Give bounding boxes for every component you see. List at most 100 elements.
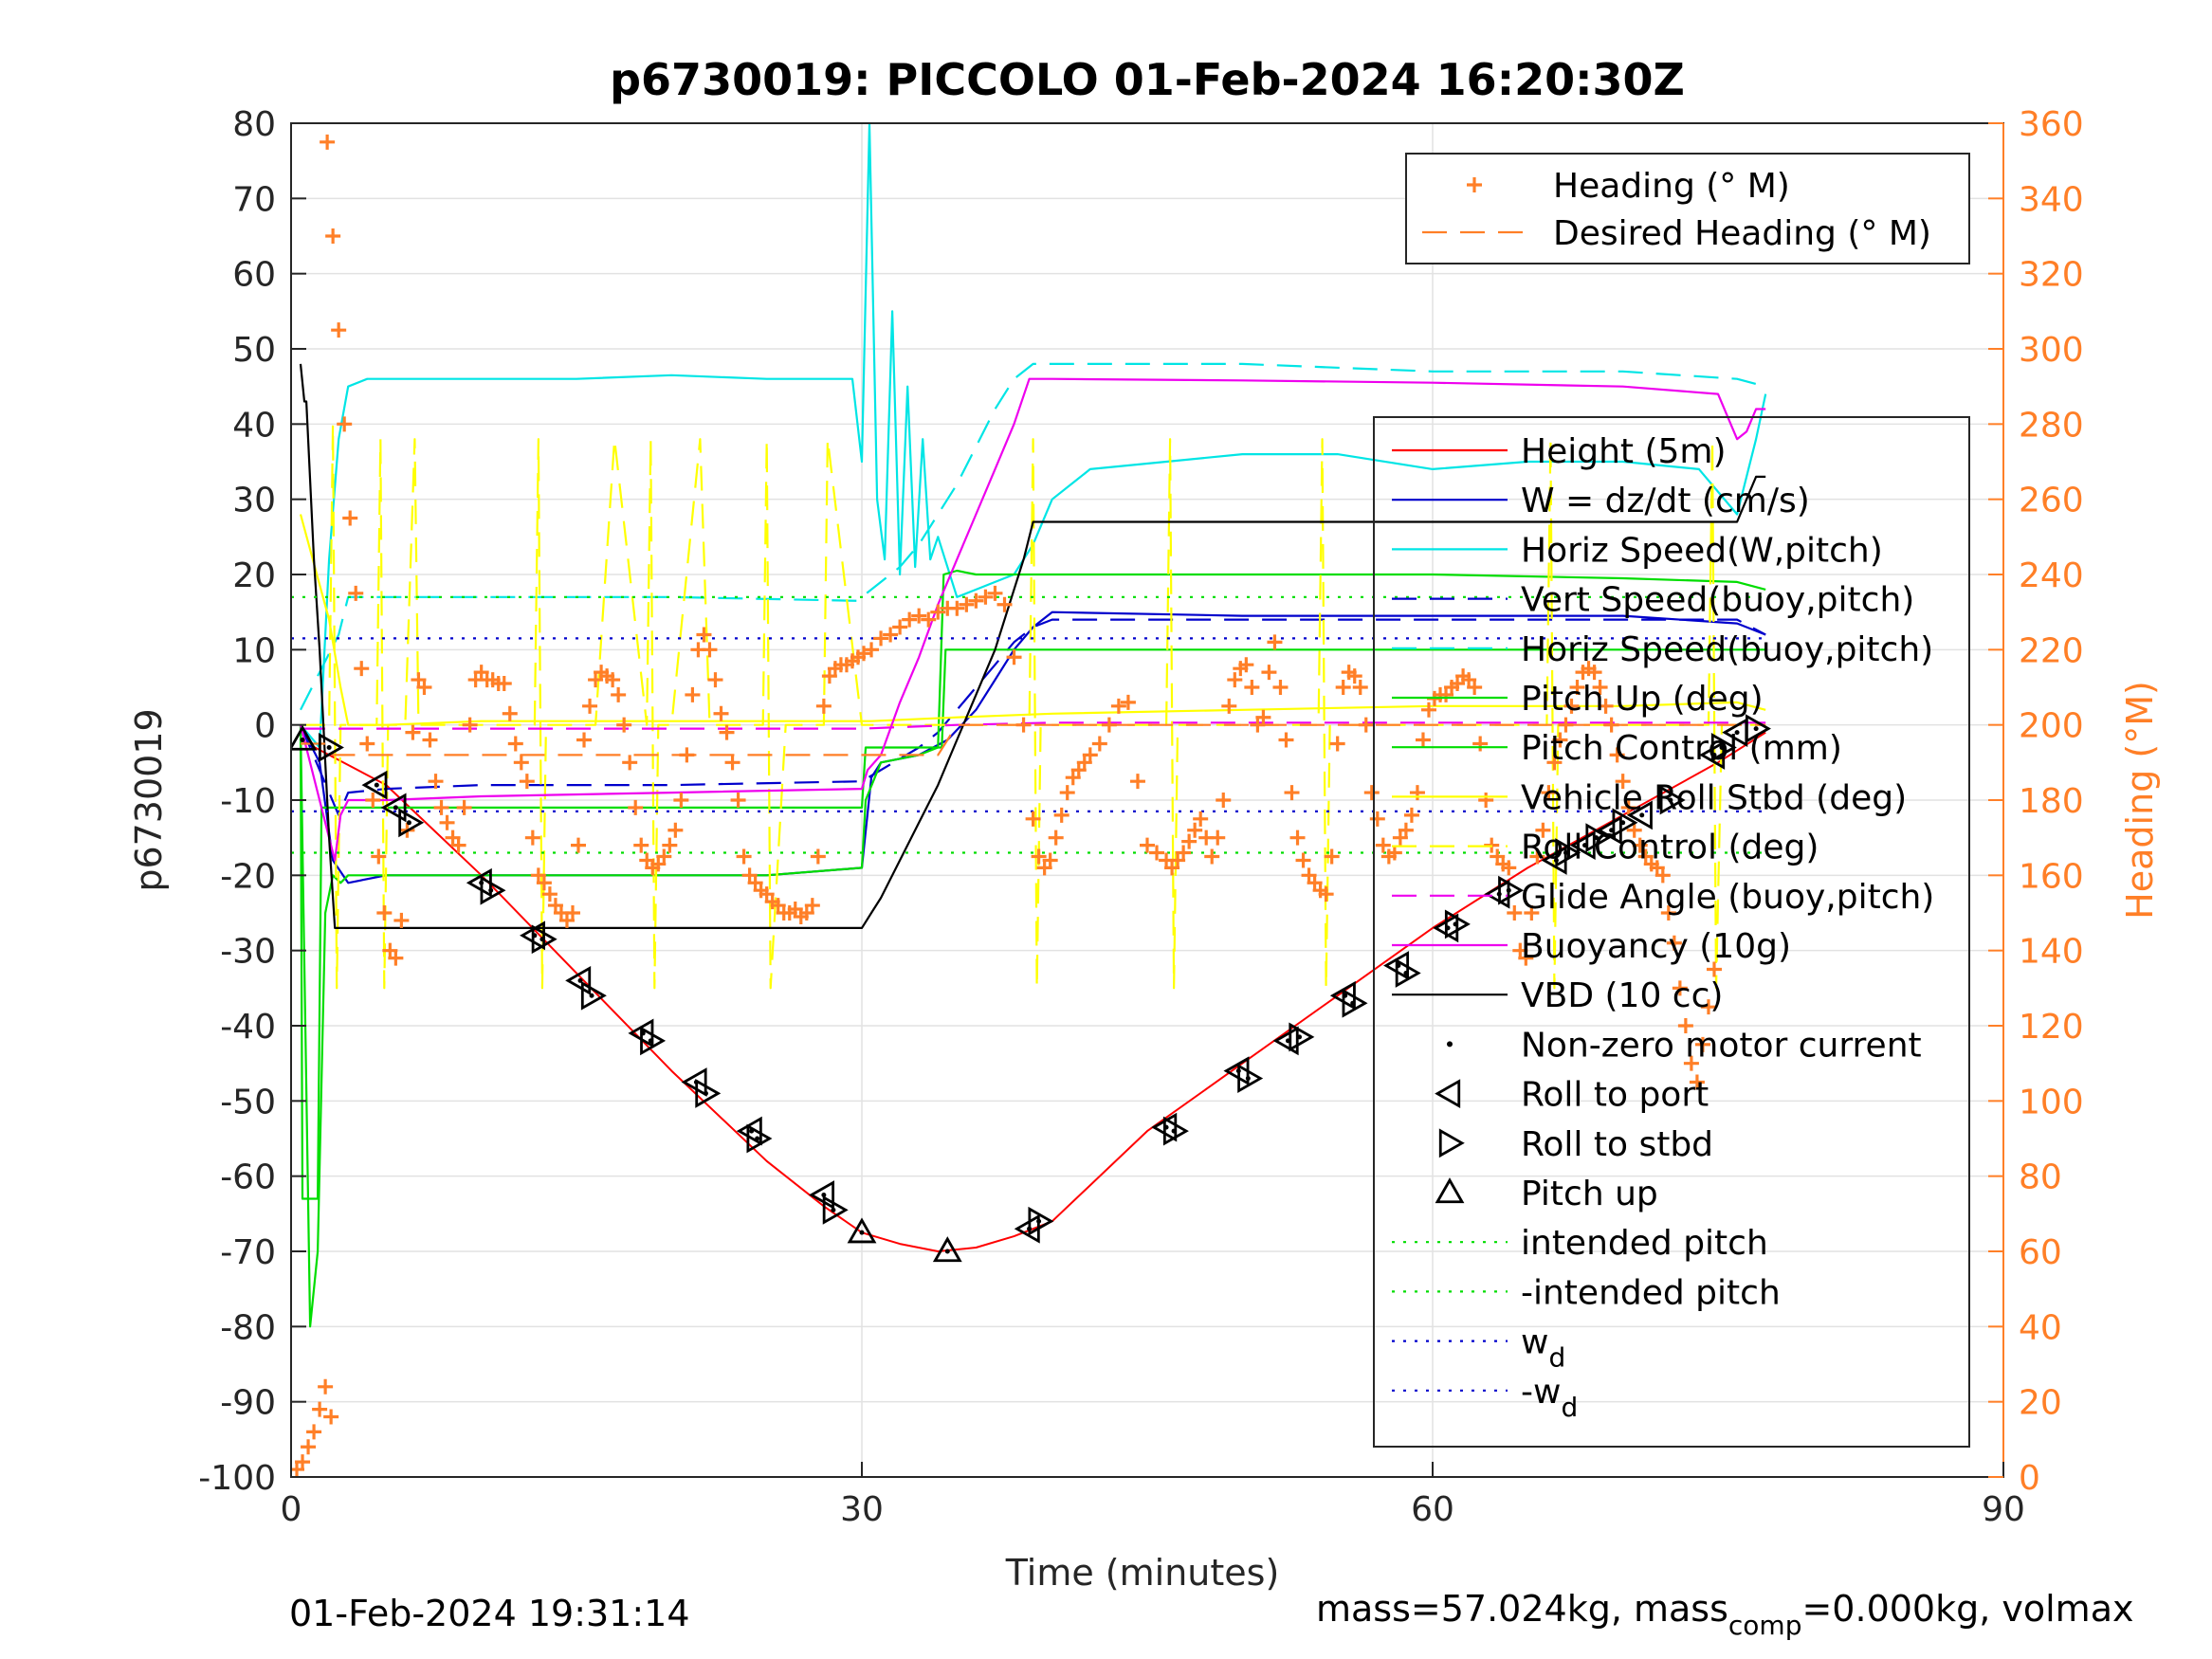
marker-roll-right — [1237, 1064, 1264, 1093]
y-axis-label: p6730019 — [128, 708, 170, 891]
heading-point — [1620, 799, 1636, 815]
y-tick-label: -100 — [198, 1459, 276, 1498]
heading-point — [1603, 717, 1619, 733]
heading-point — [810, 848, 826, 865]
heading-point — [1346, 668, 1362, 684]
motor-current-dot — [1036, 1218, 1042, 1224]
legend-main-label-text: VBD (10 cc) — [1521, 976, 1723, 1015]
heading-point — [1654, 867, 1671, 884]
heading-point — [1204, 848, 1220, 865]
heading-point — [1187, 822, 1203, 838]
heading-point — [1101, 717, 1117, 733]
heading-point — [902, 611, 918, 628]
y2-tick-label: 80 — [2019, 1158, 2062, 1197]
heading-point — [1632, 837, 1648, 853]
heading-point — [656, 848, 672, 865]
legend-main-label-text: Horiz Speed(buoy,pitch) — [1521, 630, 1933, 669]
series-pitch-control-mm — [299, 648, 1766, 1200]
motor-current-dot — [300, 738, 305, 743]
y2-tick-label: 160 — [2019, 857, 2084, 896]
heading-point — [1289, 830, 1306, 846]
heading-point — [1059, 785, 1075, 801]
footer-mass-info: mass=57.024kg, masscomp=0.000kg, volmax — [1316, 1588, 2133, 1641]
y-tick-label: 10 — [232, 631, 276, 670]
heading-point — [605, 672, 621, 688]
heading-point — [1552, 732, 1568, 748]
heading-point — [1529, 848, 1545, 865]
heading-point — [1053, 807, 1069, 823]
heading-point — [730, 793, 746, 808]
marker-roll-right — [1659, 785, 1686, 815]
motor-current-dot — [1734, 730, 1740, 736]
marker-roll-left — [565, 965, 592, 995]
heading-point — [1295, 852, 1311, 868]
heading-point — [959, 596, 975, 612]
heading-point — [502, 705, 518, 721]
motor-current-dot — [1639, 812, 1645, 818]
heading-point — [337, 416, 353, 432]
marker-roll-left — [809, 1180, 835, 1210]
legend-main-label: VBD (10 cc) — [1521, 976, 1723, 1015]
heading-point — [1110, 698, 1126, 714]
heading-point — [582, 698, 598, 714]
heading-point — [1609, 747, 1625, 763]
legend-main-label: intended pitch — [1521, 1224, 1768, 1263]
legend-main-label: Pitch up — [1521, 1175, 1658, 1213]
y2-tick-label: 200 — [2019, 707, 2084, 746]
legend-main-label: -wd — [1521, 1373, 1578, 1423]
marker-roll-right — [1162, 1116, 1189, 1146]
heading-point — [301, 1439, 317, 1455]
y2-tick-label: 100 — [2019, 1083, 2084, 1121]
heading-point — [1677, 1018, 1693, 1033]
heading-point — [450, 837, 466, 853]
legend-heading-box — [1405, 153, 1970, 264]
heading-point — [507, 736, 523, 752]
heading-point — [1586, 665, 1602, 681]
y2-tick-label: 0 — [2019, 1459, 2040, 1498]
heading-point — [1227, 672, 1243, 688]
legend-main-label: Roll to port — [1521, 1076, 1709, 1115]
heading-points-layer — [291, 134, 1722, 1477]
y-tick-label: 0 — [254, 707, 276, 746]
y2-tick-label: 280 — [2019, 406, 2084, 445]
heading-point — [1672, 980, 1688, 996]
heading-point — [873, 630, 889, 647]
y-tick-label: 20 — [232, 556, 276, 595]
heading-point — [1329, 736, 1345, 752]
heading-point — [1467, 680, 1483, 695]
y2-tick-label: 360 — [2019, 105, 2084, 144]
legend-main-label: Glide Angle (buoy,pitch) — [1521, 878, 1934, 917]
heading-point — [707, 672, 723, 688]
heading-point — [978, 589, 994, 605]
heading-point — [1149, 845, 1165, 861]
y-tick-label: -10 — [220, 782, 276, 821]
motor-current-dot — [944, 1249, 950, 1254]
heading-point — [622, 755, 638, 771]
motor-current-dot — [859, 1230, 865, 1235]
heading-point — [1660, 905, 1676, 921]
motor-current-dot — [1506, 887, 1511, 893]
heading-point — [1031, 848, 1047, 865]
legend-main: Height (5m) W = dz/dt (cm/s) Horiz Speed(W… — [1373, 416, 1970, 1448]
motor-current-dot — [1719, 744, 1725, 750]
heading-point — [1694, 1036, 1710, 1052]
heading-point — [1563, 698, 1580, 714]
motor-current-dot — [488, 887, 494, 893]
marker-roll-right — [1585, 823, 1612, 853]
heading-point — [987, 585, 1003, 601]
motor-current-dot — [1620, 820, 1626, 826]
motor-current-dot — [539, 937, 545, 942]
legend-main-symbol-triangle — [1435, 1177, 1465, 1204]
legend-main-label-text: Pitch Control (mm) — [1521, 729, 1842, 768]
marker-roll-right — [318, 733, 344, 762]
heading-point — [892, 619, 908, 635]
marker-roll-up — [932, 1236, 962, 1263]
heading-point — [1569, 680, 1585, 695]
legend-main-symbol-triangle — [1438, 1128, 1465, 1158]
heading-point — [1420, 702, 1436, 718]
series-horiz-speed-buoy-pitch — [300, 362, 1766, 711]
y2-tick-label: 340 — [2019, 180, 2084, 219]
x-tick-label: 30 — [840, 1490, 884, 1529]
heading-point — [1140, 837, 1155, 853]
marker-roll-right — [480, 875, 506, 905]
